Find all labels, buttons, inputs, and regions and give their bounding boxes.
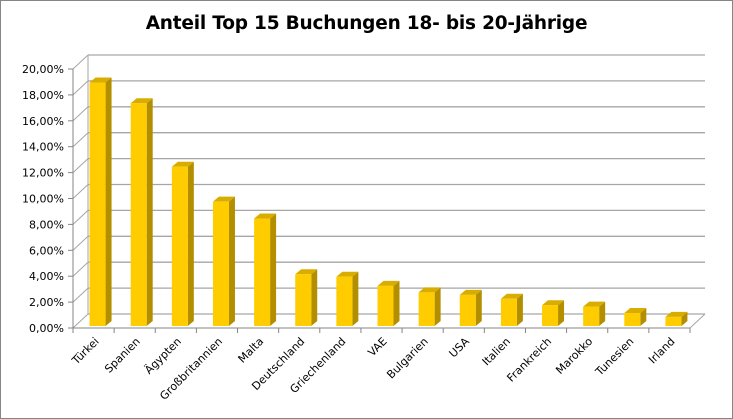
side-wall-gridline (72, 261, 89, 277)
bar-irland (665, 316, 682, 326)
bar-side (640, 308, 647, 326)
bar-bulgarien (418, 292, 435, 326)
bar-top (542, 300, 565, 306)
side-wall-gridline (72, 235, 89, 251)
bar-malta (254, 218, 271, 326)
bar-top (418, 287, 441, 293)
bar-frankreich (542, 305, 559, 326)
bar-tunesien (624, 313, 641, 326)
bar-usa (459, 294, 476, 326)
y-tick-label: 18,00% (22, 89, 64, 102)
x-category-label: Tunesien (592, 335, 636, 379)
y-tick-label: 4,00% (29, 270, 64, 283)
bar-side (352, 271, 359, 326)
side-wall-gridline (72, 80, 89, 96)
x-category-label: Bulgarien (384, 335, 430, 381)
x-category-label: Malta (236, 335, 267, 366)
y-tick-label: 2,00% (29, 296, 64, 309)
bar-side (393, 280, 400, 326)
bar-spanien (130, 103, 147, 326)
bar-türkei (89, 82, 106, 326)
bar-side (475, 289, 482, 326)
y-tick-label: 6,00% (29, 244, 64, 257)
y-tick-label: 20,00% (22, 63, 64, 76)
x-category-label: VAE (365, 335, 389, 359)
bar-griechenland (336, 276, 353, 326)
bar-italien (500, 298, 517, 326)
y-tick-label: 12,00% (22, 167, 64, 180)
bar-top (171, 161, 194, 167)
y-tick-label: 8,00% (29, 218, 64, 231)
bar-side (311, 269, 318, 326)
bar-großbritannien (212, 201, 229, 326)
x-category-label: Ägypten (142, 335, 184, 377)
y-tick-label: 0,00% (29, 322, 64, 335)
bar-vae (377, 285, 394, 326)
x-category-label: Türkei (69, 335, 102, 368)
bar-top (665, 311, 688, 317)
bar-top (624, 308, 647, 314)
side-wall-gridline (72, 210, 89, 225)
bar-side (105, 77, 112, 326)
chart-title: Anteil Top 15 Buchungen 18- bis 20-Jähri… (145, 13, 588, 34)
side-wall-gridline (72, 313, 89, 329)
bar-side (681, 311, 688, 326)
bar-side (146, 98, 153, 326)
bar-top (130, 98, 153, 104)
y-tick-label: 16,00% (22, 115, 64, 128)
bar-top (336, 271, 359, 277)
side-wall-gridline (72, 158, 89, 173)
bar-deutschland (295, 274, 312, 326)
bar-ägypten (171, 166, 188, 326)
bar-side (516, 293, 523, 326)
bar-top (459, 289, 482, 295)
y-tick-label: 10,00% (22, 193, 64, 206)
bar-top (212, 196, 235, 202)
bar-top (295, 269, 318, 275)
bar-side (187, 161, 194, 326)
bar-top (89, 77, 112, 83)
bar-side (270, 213, 277, 326)
bar-top (254, 213, 277, 219)
bar-top (500, 293, 523, 299)
bar-side (599, 301, 606, 326)
side-wall-gridline (72, 287, 89, 303)
x-category-label: USA (447, 335, 473, 361)
bar-side (434, 287, 441, 326)
x-category-label: Frankreich (504, 335, 554, 385)
bar-top (583, 301, 606, 307)
bar-top (377, 280, 400, 286)
x-category-label: Italien (480, 335, 513, 368)
side-wall-gridline (72, 106, 89, 122)
x-category-label: Marokko (553, 335, 595, 377)
bar-side (228, 196, 235, 326)
side-wall-gridline (72, 184, 89, 199)
x-category-label: Irland (646, 335, 677, 366)
x-category-label: Spanien (102, 335, 143, 376)
side-wall-gridline (72, 54, 89, 70)
bar-marokko (583, 306, 600, 326)
bar-side (558, 300, 565, 326)
y-tick-label: 14,00% (22, 141, 64, 154)
side-wall-gridline (72, 132, 89, 148)
floor-edge (689, 313, 706, 329)
